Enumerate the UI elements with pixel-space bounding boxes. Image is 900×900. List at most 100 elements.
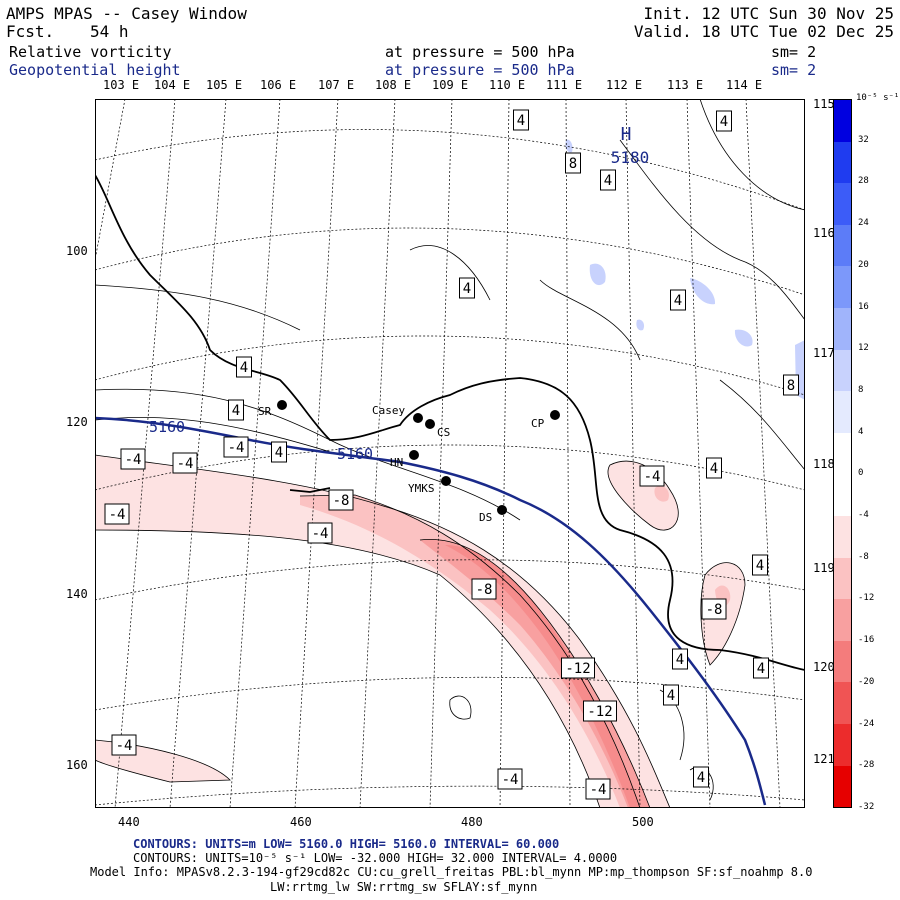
lon-label-top: 107 E xyxy=(318,78,355,92)
vorticity-label: -4 xyxy=(125,452,142,468)
valid-time: Valid. 18 UTC Tue 02 Dec 25 xyxy=(633,22,894,41)
vorticity-label: -12 xyxy=(565,661,590,677)
vorticity-label: 8 xyxy=(787,378,795,394)
stations: SR Casey CS CP HN YMKS DS xyxy=(258,400,560,524)
colorbar-level-label: 12 xyxy=(858,343,869,354)
vorticity-label: 4 xyxy=(463,281,471,297)
vorticity-label: 8 xyxy=(569,156,577,172)
vorticity-label-box xyxy=(670,289,686,311)
colorbar-block xyxy=(834,599,851,641)
y-tick: 140 xyxy=(66,587,88,601)
colorbar-level-label: 28 xyxy=(858,176,869,187)
station-marker xyxy=(413,413,423,423)
x-tick: 500 xyxy=(632,815,654,829)
vorticity-label: 4 xyxy=(720,114,728,130)
vorticity-label-box xyxy=(693,766,709,788)
vorticity-label-box xyxy=(223,436,249,458)
lon-label-top: 109 E xyxy=(432,78,469,92)
field1-name: Relative vorticity xyxy=(9,43,172,61)
vorticity-label: 4 xyxy=(676,652,684,668)
colorbar-block xyxy=(834,557,851,600)
forecast-label: Fcst. xyxy=(6,22,55,41)
vorticity-label: -4 xyxy=(109,507,126,523)
vorticity-label-box xyxy=(701,598,727,620)
colorbar-block xyxy=(834,266,851,308)
vorticity-label-box xyxy=(672,648,688,670)
station-label: CP xyxy=(531,417,545,430)
vorticity-label-box xyxy=(497,768,523,790)
vorticity-label-box xyxy=(172,452,198,474)
lon-label-top: 112 E xyxy=(606,78,643,92)
vorticity-label: -4 xyxy=(644,469,661,485)
longitude-lines xyxy=(95,99,781,808)
vorticity-label: 4 xyxy=(756,558,764,574)
colorbar-block xyxy=(834,723,851,766)
vorticity-label-box xyxy=(236,356,252,378)
colorbar-block xyxy=(834,349,851,392)
vorticity-label: -4 xyxy=(312,526,329,542)
vorticity-label: 4 xyxy=(604,173,612,189)
init-time: Init. 12 UTC Sun 30 Nov 25 xyxy=(643,4,894,23)
colorbar-level-label: -12 xyxy=(858,593,875,604)
vorticity-label-box xyxy=(271,441,287,463)
vorticity-label: 4 xyxy=(240,360,248,376)
coastline xyxy=(95,174,805,671)
field1-smooth: sm= 2 xyxy=(771,43,817,61)
station-marker xyxy=(409,450,419,460)
colorbar-block xyxy=(834,183,851,225)
lon-label-top: 110 E xyxy=(489,78,526,92)
colorbar-level-label: 20 xyxy=(858,259,869,270)
colorbar-units: 10⁻⁵ s⁻¹ xyxy=(856,93,900,103)
vorticity-label: 4 xyxy=(667,688,675,704)
lon-label-top: 113 E xyxy=(667,78,704,92)
colorbar-block xyxy=(834,515,851,558)
high-marker-value: 5180 xyxy=(611,148,650,167)
contours-height-info: CONTOURS: UNITS=m LOW= 5160.0 HIGH= 5160… xyxy=(133,837,560,851)
field2-name: Geopotential height xyxy=(9,61,181,79)
colorbar-level-label: -16 xyxy=(858,635,875,646)
vorticity-label: -8 xyxy=(476,582,493,598)
colorbar-block xyxy=(834,307,851,350)
vorticity-label: 4 xyxy=(757,661,765,677)
vorticity-label: -4 xyxy=(177,456,194,472)
map-plot: H 5180 5160 5160 4 4 8 4 4 4 4 4 4 4 8 -4 -4 -4 -8 -4 -4… xyxy=(95,99,805,808)
colorbar-block xyxy=(834,640,851,683)
vorticity-label: 4 xyxy=(517,113,525,129)
station-marker xyxy=(277,400,287,410)
colorbar-level-label: -20 xyxy=(858,676,875,687)
field2-level: at pressure = 500 hPa xyxy=(385,61,575,79)
vorticity-label-box xyxy=(328,489,354,511)
station-marker xyxy=(441,476,451,486)
station-label: DS xyxy=(479,511,492,524)
vorticity-label-box xyxy=(753,657,769,679)
latitude-lines xyxy=(95,129,805,806)
vorticity-label-box xyxy=(706,457,722,479)
vorticity-label-box xyxy=(752,554,768,576)
vorticity-label-box xyxy=(471,578,497,600)
colorbar-level-label: -8 xyxy=(858,551,869,562)
lon-label-top: 114 E xyxy=(726,78,763,92)
contours-vorticity-info: CONTOURS: UNITS=10⁻⁵ s⁻¹ LOW= -32.000 HI… xyxy=(133,851,618,865)
colorbar-block xyxy=(834,765,851,808)
colorbar-level-label: -4 xyxy=(858,510,869,521)
field2-smooth: sm= 2 xyxy=(771,61,817,79)
vorticity-label-box xyxy=(663,684,679,706)
vorticity-label-box xyxy=(307,522,333,544)
vorticity-label-box xyxy=(459,277,475,299)
station-marker xyxy=(497,505,507,515)
vorticity-label: 4 xyxy=(710,461,718,477)
vorticity-label-box xyxy=(783,374,799,396)
colorbar-block xyxy=(834,682,851,724)
vorticity-label-box xyxy=(565,152,581,174)
colorbar-level-label: 32 xyxy=(858,134,869,145)
vorticity-label: -4 xyxy=(502,772,519,788)
colorbar-level-label: 0 xyxy=(858,468,864,479)
colorbar-block xyxy=(834,432,851,475)
vorticity-label: -4 xyxy=(228,440,245,456)
y-tick: 100 xyxy=(66,244,88,258)
station-label: Casey xyxy=(372,404,405,417)
lon-label-top: 106 E xyxy=(260,78,297,92)
vorticity-label-box xyxy=(120,448,146,470)
vorticity-label: -4 xyxy=(116,738,133,754)
lon-label-top: 108 E xyxy=(375,78,412,92)
